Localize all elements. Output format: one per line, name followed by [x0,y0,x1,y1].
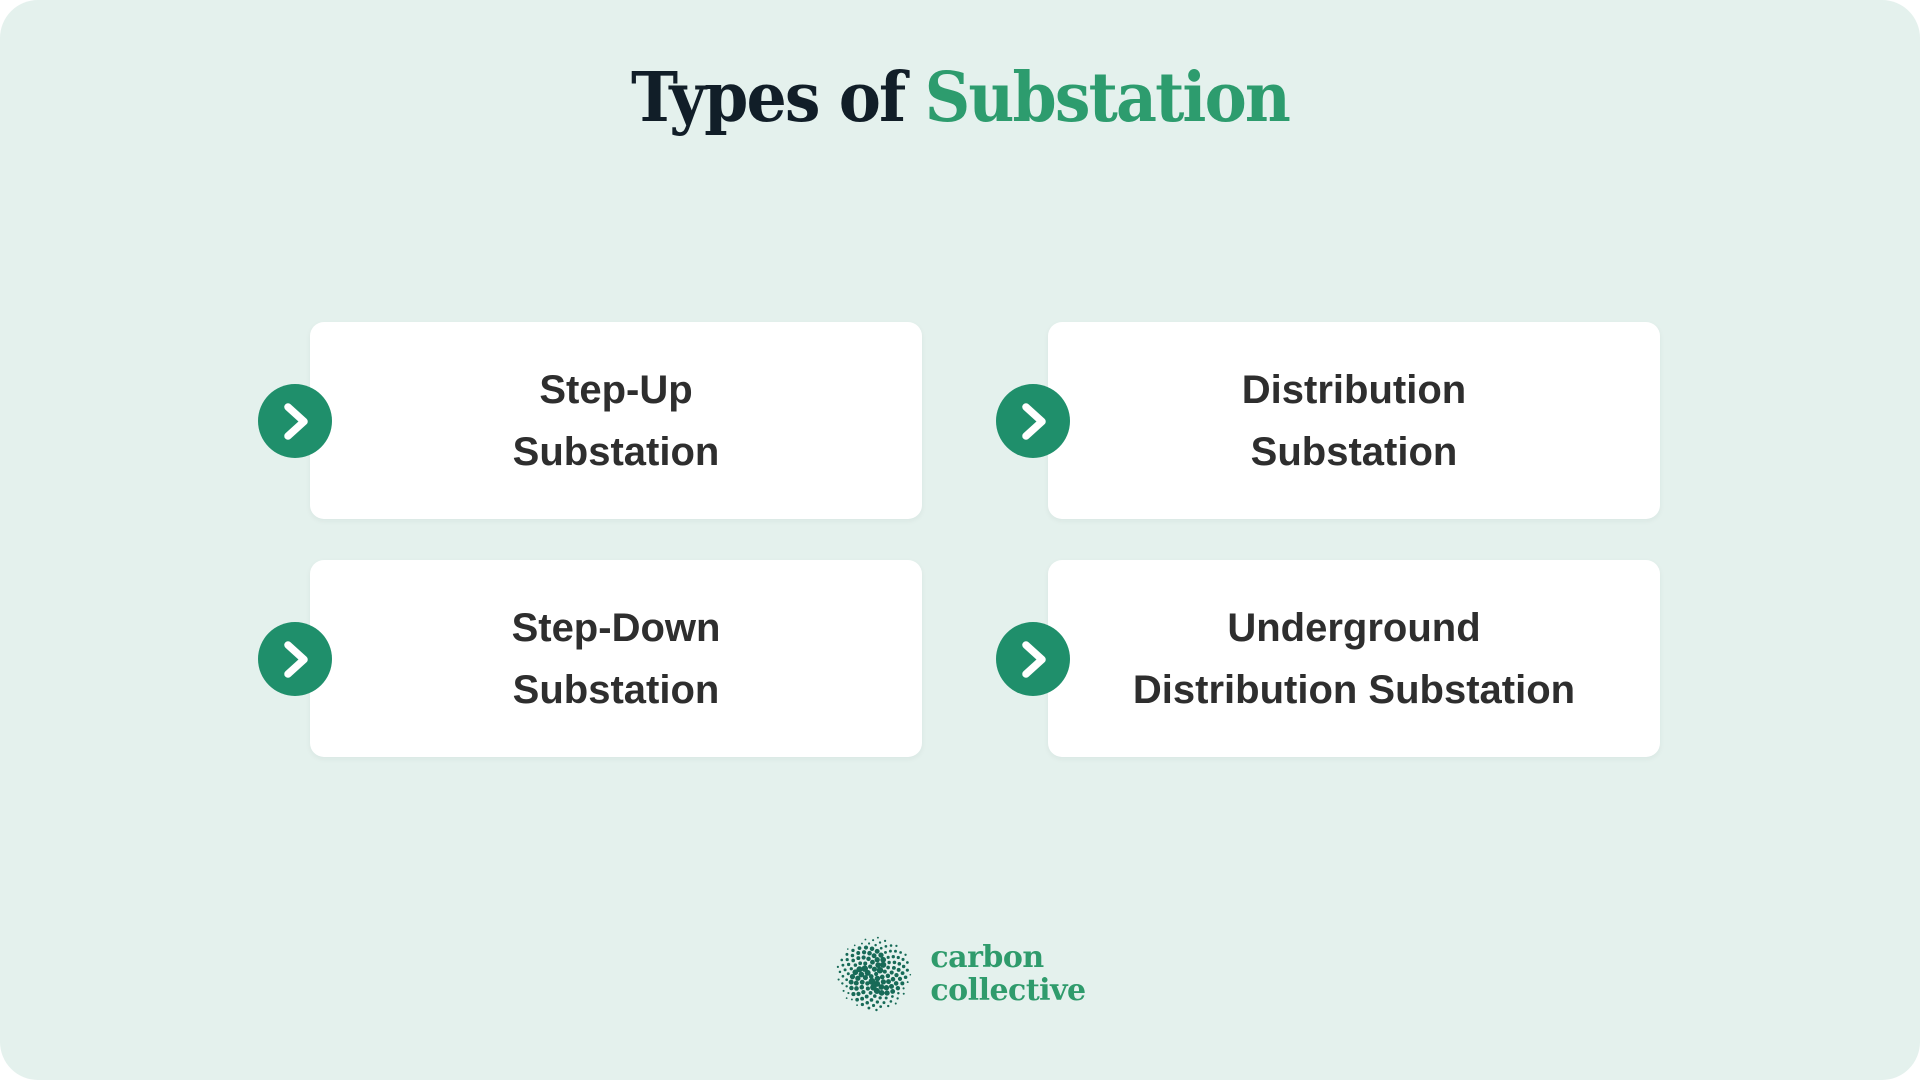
card-title-line: Substation [512,429,720,474]
chevron-right-icon [258,621,332,696]
brand-name: carbon collective [930,940,1086,1008]
page-title: Types of Substation [67,58,1853,138]
card-distribution-substation: Distribution Substation [996,322,1660,519]
card-title-line: Step-Up [539,367,693,412]
card-underground-distribution-substation: Underground Distribution Substation [996,560,1660,757]
chevron-right-icon [996,383,1070,458]
card-title-line: Underground [1227,605,1481,650]
title-prefix: Types of [630,58,925,138]
chevron-right-icon [258,383,332,458]
card-title-line: Substation [512,667,720,712]
card-step-down-substation: Step-Down Substation [258,560,922,757]
card-step-up-substation: Step-Up Substation [258,322,922,519]
dotted-sphere-icon [834,934,914,1014]
card-title-line: Distribution [1241,367,1467,412]
card-title-line: Step-Down [511,605,721,650]
brand-name-line2: collective [930,973,1086,1008]
brand-name-line1: carbon [930,940,1044,975]
title-highlight: Substation [924,58,1291,138]
card-title-line: Distribution Substation [1132,667,1576,712]
chevron-right-icon [996,621,1070,696]
brand-logo: carbon collective [0,934,1920,1014]
card-title-line: Substation [1250,429,1458,474]
